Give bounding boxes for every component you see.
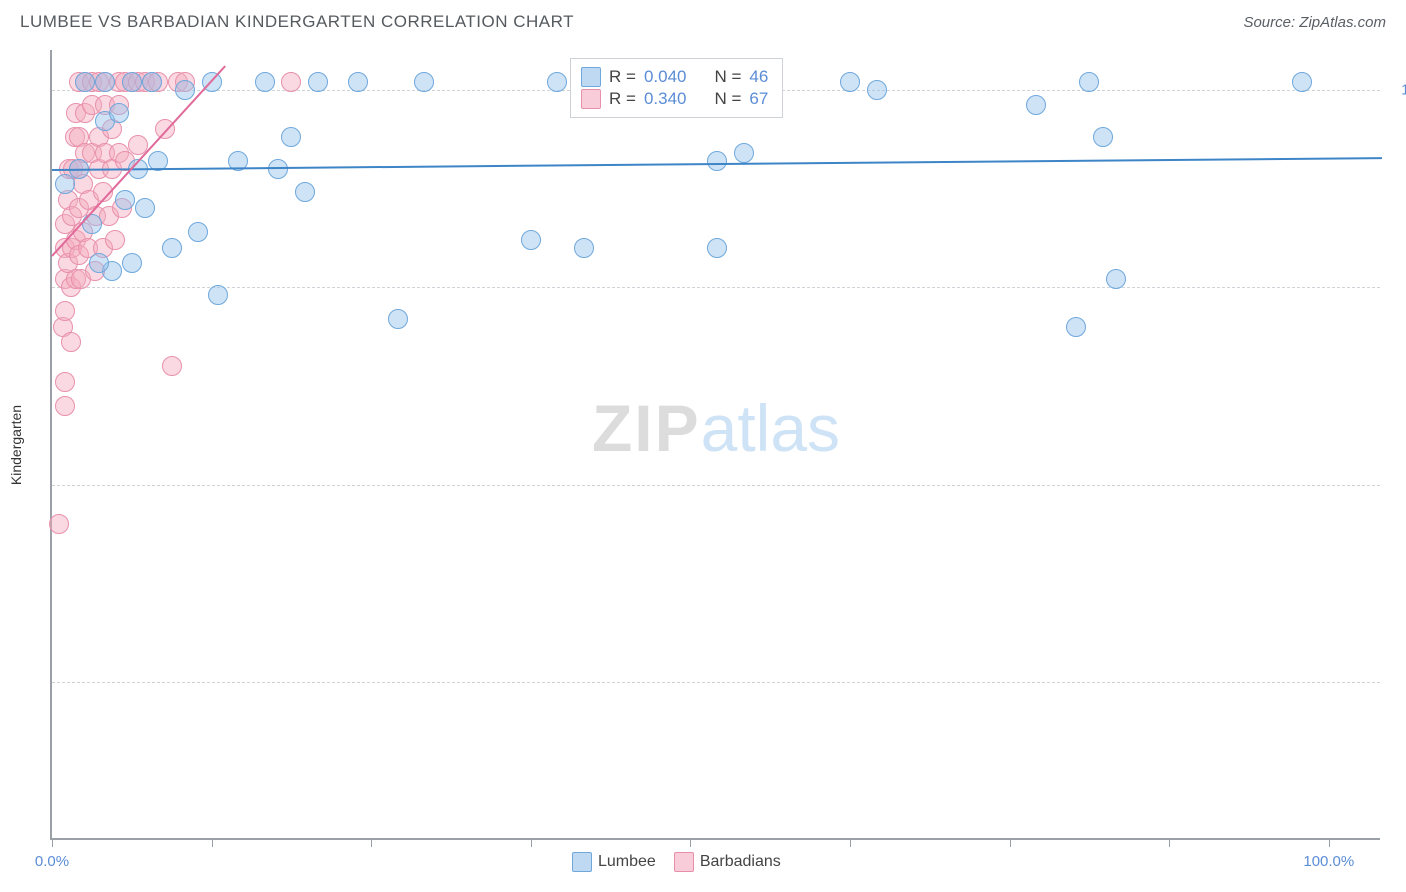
- x-tick: [1329, 838, 1330, 847]
- data-point-lumbee: [135, 198, 155, 218]
- legend-n-value: 67: [749, 89, 768, 109]
- data-point-lumbee: [208, 285, 228, 305]
- y-tick-label: 100.0%: [1401, 81, 1406, 98]
- x-tick-label: 100.0%: [1303, 853, 1354, 870]
- data-point-lumbee: [1066, 317, 1086, 337]
- legend-swatch-blue: [572, 852, 592, 872]
- data-point-lumbee: [1079, 72, 1099, 92]
- data-point-lumbee: [1093, 127, 1113, 147]
- data-point-lumbee: [1106, 269, 1126, 289]
- legend-n-label: N =: [714, 89, 741, 109]
- x-tick-label: 0.0%: [35, 853, 69, 870]
- gridline-h: [52, 485, 1380, 486]
- legend-r-label: R =: [609, 67, 636, 87]
- chart-source: Source: ZipAtlas.com: [1243, 14, 1386, 31]
- data-point-lumbee: [707, 151, 727, 171]
- watermark: ZIPatlas: [592, 390, 840, 466]
- watermark-zip: ZIP: [592, 391, 701, 465]
- data-point-barbadians: [49, 514, 69, 534]
- legend-r-label: R =: [609, 89, 636, 109]
- data-point-lumbee: [162, 238, 182, 258]
- x-tick: [371, 838, 372, 847]
- plot-container: Kindergarten ZIPatlas 92.5%95.0%97.5%100…: [50, 50, 1380, 840]
- data-point-lumbee: [1026, 95, 1046, 115]
- data-point-lumbee: [188, 222, 208, 242]
- data-point-lumbee: [75, 72, 95, 92]
- legend-swatch-pink: [581, 89, 601, 109]
- x-tick: [52, 838, 53, 847]
- plot-area: ZIPatlas 92.5%95.0%97.5%100.0%0.0%100.0%…: [50, 50, 1380, 840]
- legend-series-item: Lumbee: [572, 852, 656, 872]
- chart-header: LUMBEE VS BARBADIAN KINDERGARTEN CORRELA…: [0, 0, 1406, 40]
- legend-series-label: Barbadians: [700, 853, 781, 871]
- legend-n-label: N =: [714, 67, 741, 87]
- data-point-barbadians: [162, 356, 182, 376]
- x-tick: [212, 838, 213, 847]
- data-point-lumbee: [734, 143, 754, 163]
- x-tick: [850, 838, 851, 847]
- data-point-barbadians: [55, 301, 75, 321]
- y-axis-label: Kindergarten: [8, 405, 24, 485]
- data-point-barbadians: [61, 332, 81, 352]
- x-tick: [1169, 838, 1170, 847]
- data-point-lumbee: [388, 309, 408, 329]
- data-point-lumbee: [308, 72, 328, 92]
- legend-series-label: Lumbee: [598, 853, 656, 871]
- legend-series-item: Barbadians: [674, 852, 781, 872]
- legend-n-value: 46: [749, 67, 768, 87]
- data-point-barbadians: [281, 72, 301, 92]
- data-point-lumbee: [109, 103, 129, 123]
- data-point-lumbee: [840, 72, 860, 92]
- data-point-lumbee: [414, 72, 434, 92]
- legend-swatch-pink: [674, 852, 694, 872]
- data-point-lumbee: [348, 72, 368, 92]
- data-point-lumbee: [142, 72, 162, 92]
- data-point-barbadians: [55, 372, 75, 392]
- data-point-lumbee: [281, 127, 301, 147]
- legend-stats-row: R = 0.040 N = 46: [581, 67, 768, 87]
- legend-r-value: 0.040: [644, 67, 687, 87]
- data-point-lumbee: [867, 80, 887, 100]
- gridline-h: [52, 682, 1380, 683]
- legend-r-value: 0.340: [644, 89, 687, 109]
- data-point-lumbee: [295, 182, 315, 202]
- watermark-atlas: atlas: [701, 391, 840, 465]
- data-point-barbadians: [105, 230, 125, 250]
- data-point-barbadians: [55, 396, 75, 416]
- data-point-lumbee: [95, 72, 115, 92]
- legend-stats: R = 0.040 N = 46 R = 0.340 N = 67: [570, 58, 783, 118]
- data-point-lumbee: [55, 174, 75, 194]
- legend-stats-row: R = 0.340 N = 67: [581, 89, 768, 109]
- data-point-lumbee: [122, 253, 142, 273]
- data-point-lumbee: [574, 238, 594, 258]
- data-point-lumbee: [175, 80, 195, 100]
- data-point-lumbee: [89, 253, 109, 273]
- x-tick: [531, 838, 532, 847]
- x-tick: [690, 838, 691, 847]
- legend-swatch-blue: [581, 67, 601, 87]
- data-point-lumbee: [115, 190, 135, 210]
- gridline-h: [52, 287, 1380, 288]
- data-point-lumbee: [1292, 72, 1312, 92]
- data-point-lumbee: [707, 238, 727, 258]
- data-point-lumbee: [521, 230, 541, 250]
- chart-title: LUMBEE VS BARBADIAN KINDERGARTEN CORRELA…: [20, 12, 574, 32]
- legend-series: Lumbee Barbadians: [572, 852, 781, 872]
- data-point-lumbee: [547, 72, 567, 92]
- x-tick: [1010, 838, 1011, 847]
- data-point-lumbee: [255, 72, 275, 92]
- data-point-lumbee: [122, 72, 142, 92]
